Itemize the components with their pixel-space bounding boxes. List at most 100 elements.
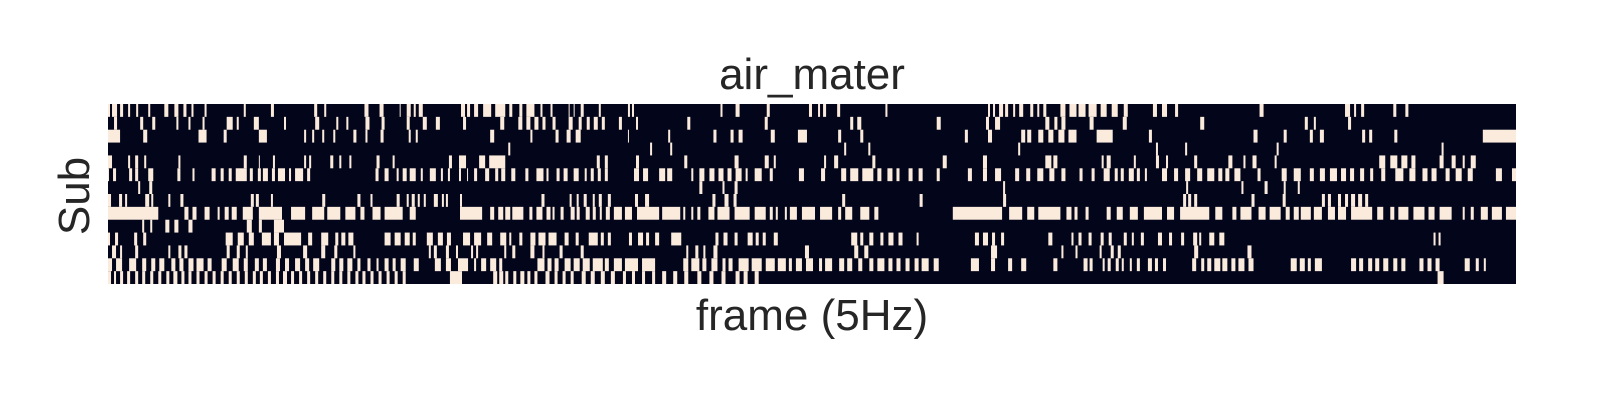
heatmap-cell-on — [303, 245, 308, 259]
heatmap-cell-on — [877, 168, 882, 182]
heatmap-cell-on — [683, 206, 686, 220]
heatmap-cell-on — [622, 271, 626, 284]
heatmap-cell-on — [114, 271, 117, 284]
heatmap-cell-on — [573, 104, 575, 117]
heatmap-cell-on — [1321, 194, 1325, 207]
heatmap-cell-on — [1060, 104, 1066, 117]
heatmap-cell-on — [735, 104, 740, 117]
heatmap-cell-on — [526, 104, 535, 117]
heatmap-cell-on — [530, 245, 535, 259]
heatmap-cell-on — [192, 206, 197, 220]
heatmap-cell-on — [936, 168, 940, 182]
heatmap-cell-on — [381, 116, 385, 130]
heatmap-cell-on — [341, 232, 346, 246]
heatmap-cell-on — [275, 258, 280, 272]
heatmap-cell-on — [348, 232, 354, 246]
heatmap-cell-on — [745, 168, 748, 182]
heatmap-cell-on — [1175, 104, 1179, 117]
heatmap-cell-on — [596, 155, 600, 169]
heatmap-cell-on — [1394, 129, 1398, 143]
heatmap-cell-on — [916, 232, 919, 246]
heatmap-cell-on — [770, 129, 775, 143]
heatmap-cell-on — [188, 116, 191, 130]
heatmap-cell-on — [322, 194, 326, 207]
heatmap-cell-on — [673, 271, 678, 284]
heatmap-cell-on — [525, 168, 529, 182]
heatmap-cell-on — [481, 258, 487, 272]
heatmap-cell-on — [434, 258, 441, 272]
heatmap-cell-on — [184, 245, 188, 259]
heatmap-cell-on — [1085, 206, 1089, 220]
heatmap-cell-on — [413, 104, 416, 117]
heatmap-cell-on — [500, 116, 505, 130]
heatmap-cell-on — [605, 206, 610, 220]
heatmap-cell-on — [246, 219, 252, 233]
heatmap-cell-on — [869, 258, 874, 272]
heatmap-cell-on — [877, 258, 885, 272]
heatmap-cell-on — [353, 129, 357, 143]
heatmap-cell-on — [449, 271, 463, 284]
heatmap-cell-on — [1511, 168, 1516, 182]
heatmap-cell-on — [919, 194, 923, 207]
heatmap-cell-on — [598, 104, 601, 117]
heatmap-cell-on — [327, 206, 341, 220]
heatmap-cell-on — [202, 116, 205, 130]
heatmap-cell-on — [493, 271, 498, 284]
heatmap-cell-on — [505, 206, 511, 220]
heatmap-cell-on — [659, 168, 666, 182]
heatmap-cell-on — [258, 129, 267, 143]
heatmap-row — [108, 155, 1476, 169]
heatmap-cell-on — [307, 271, 311, 284]
heatmap-cell-on — [458, 155, 467, 169]
heatmap-cell-on — [1319, 129, 1324, 143]
heatmap-cell-on — [590, 271, 595, 284]
heatmap-cell-on — [1359, 258, 1364, 272]
heatmap-cell-on — [1428, 206, 1435, 220]
heatmap-cell-on — [1219, 232, 1225, 246]
heatmap-cell-on — [702, 258, 707, 272]
heatmap-cell-on — [370, 194, 373, 207]
heatmap-cell-on — [166, 271, 170, 284]
heatmap-cell-on — [336, 116, 339, 130]
heatmap-cell-on — [872, 155, 876, 169]
heatmap-cell-on — [364, 104, 369, 117]
heatmap-cell-on — [534, 116, 539, 130]
heatmap-cell-on — [918, 168, 923, 182]
heatmap-cell-on — [1194, 155, 1198, 169]
heatmap-cell-on — [993, 104, 996, 117]
heatmap-cell-on — [570, 206, 575, 220]
heatmap-cell-on — [1398, 206, 1409, 220]
heatmap-cell-on — [312, 206, 325, 220]
heatmap-cell-on — [415, 129, 418, 143]
heatmap-cell-on — [299, 271, 303, 284]
heatmap-cell-on — [295, 168, 304, 182]
heatmap-cell-on — [177, 168, 181, 182]
heatmap-cell-on — [367, 258, 371, 272]
heatmap-cell-on — [580, 104, 584, 117]
heatmap-cell-on — [360, 206, 365, 220]
heatmap-cell-on — [357, 258, 361, 272]
heatmap-cell-on — [409, 168, 416, 182]
heatmap-cell-on — [887, 168, 893, 182]
heatmap-cell-on — [409, 206, 416, 220]
heatmap-cell-on — [604, 168, 608, 182]
heatmap-cell-on — [136, 104, 139, 117]
heatmap-cell-on — [967, 168, 972, 182]
heatmap-cell-on — [284, 116, 287, 130]
heatmap-cell-on — [982, 155, 987, 169]
heatmap-cell-on — [1243, 155, 1246, 169]
heatmap-cell-on — [1495, 168, 1502, 182]
heatmap-cell-on — [1096, 129, 1113, 143]
heatmap-cell-on — [1451, 155, 1456, 169]
heatmap-cell-on — [1441, 142, 1444, 156]
heatmap-cell-on — [1351, 194, 1356, 207]
heatmap-cell-on — [168, 245, 171, 259]
heatmap-cell-on — [479, 155, 486, 169]
heatmap-cell-on — [548, 232, 557, 246]
heatmap-cell-on — [1375, 258, 1380, 272]
heatmap-cell-on — [588, 232, 598, 246]
heatmap-cell-on — [764, 155, 769, 169]
heatmap-cell-on — [1071, 232, 1074, 246]
heatmap-cell-on — [691, 206, 694, 220]
